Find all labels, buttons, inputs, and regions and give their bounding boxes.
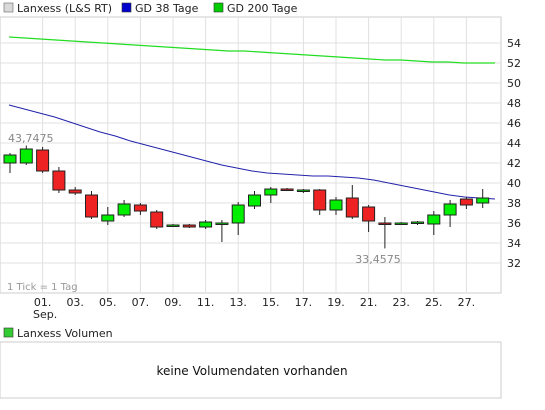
candle-body — [329, 199, 343, 211]
y-tick-label: 36 — [507, 217, 521, 230]
legend-label-volume: Lanxess Volumen — [17, 327, 113, 340]
legend-swatch-volume — [3, 327, 14, 338]
x-tick-label: 27. — [458, 296, 476, 309]
candle-body — [476, 197, 490, 204]
x-tick-label: 05. — [99, 296, 117, 309]
main-legend: Lanxess (L&S RT) GD 38 Tage GD 200 Tage — [3, 2, 298, 15]
candle-body — [133, 204, 147, 212]
candle-body — [313, 189, 327, 211]
candle-body — [231, 204, 245, 224]
y-tick-label: 34 — [507, 237, 521, 250]
candle-body — [378, 222, 392, 225]
legend-swatch-price — [3, 2, 14, 13]
x-axis: 01. 03. 05. 07. 09. 11. 13. 15. 17. 19. 21. 23. 25. 2… — [34, 296, 475, 309]
x-tick-label: 21. — [360, 296, 378, 309]
candle-body — [182, 224, 196, 228]
x-tick-label: 15. — [262, 296, 280, 309]
y-tick-label: 52 — [507, 57, 521, 70]
y-tick-label: 42 — [507, 157, 521, 170]
candle-body — [215, 222, 229, 225]
y-tick-label: 50 — [507, 77, 521, 90]
y-axis: 32 34 36 38 40 42 44 46 48 50 52 54 — [507, 37, 521, 270]
candle-body — [443, 203, 457, 216]
candle-body — [345, 197, 359, 218]
candle-body — [264, 188, 278, 196]
legend-label-price: Lanxess (L&S RT) — [17, 2, 112, 15]
x-tick-label: 01. — [34, 296, 52, 309]
candle-body — [19, 148, 33, 164]
gd200-line — [8, 36, 495, 64]
candle-body — [199, 221, 213, 228]
candle-body — [248, 194, 261, 207]
x-sub-label: Sep. — [33, 308, 57, 321]
x-tick-label: 07. — [132, 296, 150, 309]
x-tick-label: 09. — [164, 296, 182, 309]
candle-body — [394, 222, 408, 225]
candle-body — [411, 221, 424, 224]
candle-body — [296, 189, 310, 192]
candle-body — [3, 154, 17, 164]
candle-body — [85, 194, 98, 218]
grid — [0, 17, 501, 293]
legend-label-gd200: GD 200 Tage — [227, 2, 298, 15]
x-tick-label: 17. — [295, 296, 313, 309]
candle-body — [117, 203, 131, 216]
x-tick-label: 13. — [229, 296, 247, 309]
candle-body — [36, 149, 50, 172]
candle-body — [68, 189, 82, 194]
y-tick-label: 44 — [507, 137, 521, 150]
y-tick-label: 40 — [507, 177, 521, 190]
candle-body — [280, 188, 294, 191]
high-annotation: 43,7475 — [8, 132, 54, 145]
legend-label-gd38: GD 38 Tage — [135, 2, 199, 15]
tick-note: 1 Tick = 1 Tag — [7, 282, 78, 293]
candle-body — [150, 211, 164, 228]
candle-body — [166, 224, 180, 227]
legend-swatch-gd38 — [121, 2, 132, 13]
candle-body — [362, 206, 376, 222]
low-annotation: 33,4575 — [355, 253, 401, 266]
x-tick-label: 19. — [327, 296, 345, 309]
y-tick-label: 46 — [507, 117, 521, 130]
y-tick-label: 38 — [507, 197, 521, 210]
x-tick-label: 23. — [392, 296, 410, 309]
x-tick-label: 25. — [425, 296, 443, 309]
volume-panel — [0, 341, 502, 399]
y-tick-label: 54 — [507, 37, 521, 50]
y-tick-label: 32 — [507, 257, 521, 270]
gd38-line — [8, 104, 496, 200]
volume-message: keine Volumendaten vorhanden — [156, 364, 347, 378]
candle-body — [427, 214, 441, 225]
x-tick-label: 03. — [66, 296, 84, 309]
candle-body — [101, 214, 115, 222]
y-tick-label: 48 — [507, 97, 521, 110]
x-tick-label: 11. — [197, 296, 215, 309]
volume-legend: Lanxess Volumen — [3, 327, 113, 340]
candles — [3, 145, 490, 249]
candle-body — [459, 198, 473, 206]
candle-body — [52, 170, 66, 191]
legend-swatch-gd200 — [213, 2, 224, 13]
